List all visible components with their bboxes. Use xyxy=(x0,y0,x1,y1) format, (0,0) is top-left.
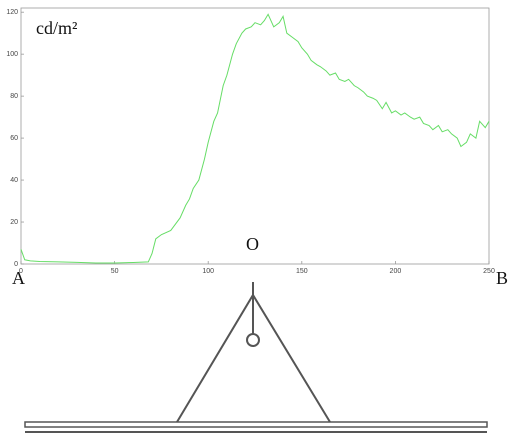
x-tick-label: 50 xyxy=(111,268,119,275)
label-o: O xyxy=(246,234,259,254)
x-tick-label: 0 xyxy=(19,268,23,275)
x-tick-label: 100 xyxy=(202,268,214,275)
x-tick-label: 150 xyxy=(296,268,308,275)
x-tick-label: 200 xyxy=(390,268,402,275)
y-tick-label: 40 xyxy=(10,177,18,184)
x-tick-label: 250 xyxy=(483,268,495,275)
y-tick-label: 20 xyxy=(10,219,18,226)
stand-diagram xyxy=(24,282,488,433)
y-label: cd/m² xyxy=(36,18,77,38)
y-tick-label: 60 xyxy=(10,135,18,142)
label-b: B xyxy=(496,268,508,288)
y-tick-label: 120 xyxy=(6,9,18,16)
ring xyxy=(246,333,260,347)
plot-frame xyxy=(20,7,490,265)
y-tick-label: 0 xyxy=(14,261,18,268)
bar-top xyxy=(24,421,488,428)
data-line xyxy=(20,13,490,264)
y-tick-label: 100 xyxy=(6,51,18,58)
label-a: A xyxy=(12,268,25,288)
y-tick-label: 80 xyxy=(10,93,18,100)
